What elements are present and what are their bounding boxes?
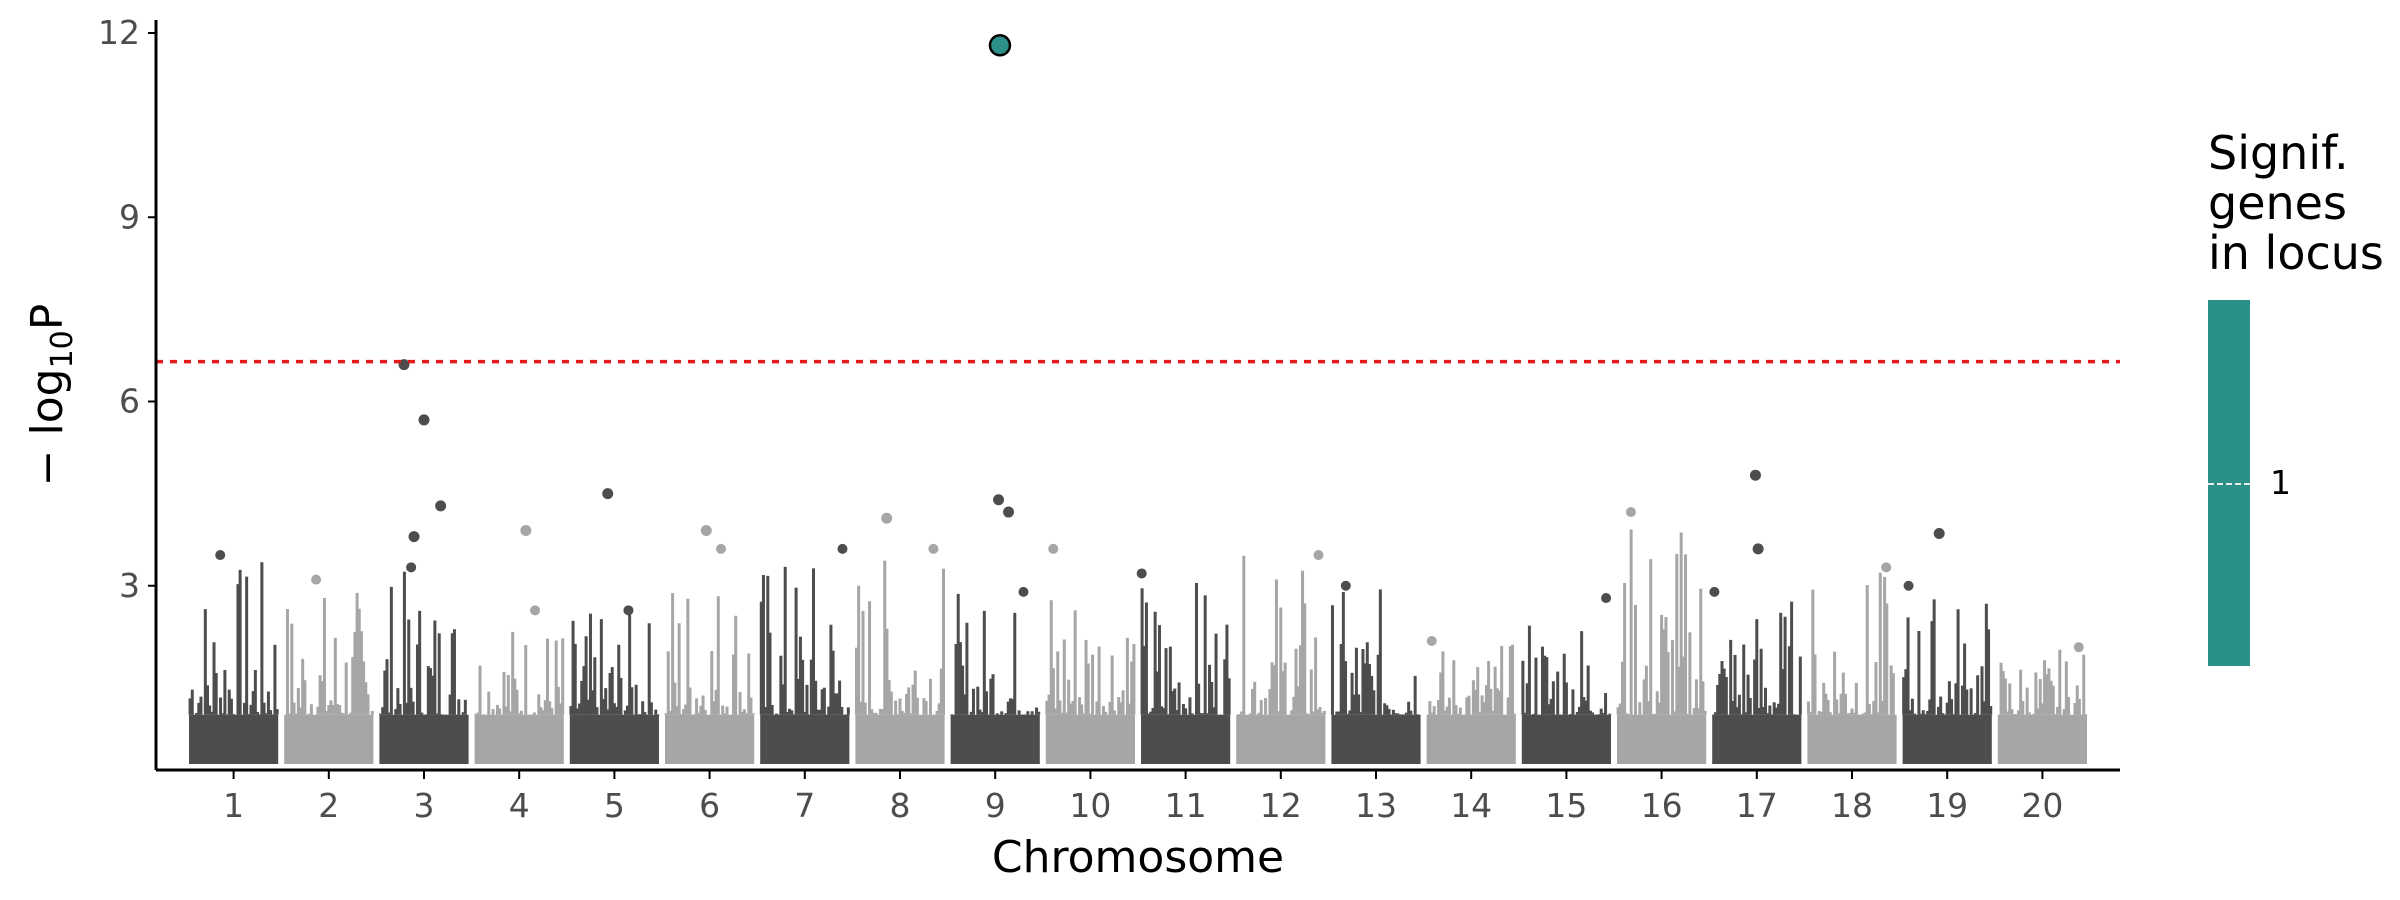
snp-point: [700, 524, 712, 536]
snp-point: [520, 524, 532, 536]
chromosome-band-18: [1807, 714, 1897, 764]
y-tick-label: 6: [119, 382, 140, 421]
x-tick-label: 13: [1355, 786, 1397, 825]
snp-point: [928, 543, 939, 554]
data-points: [188, 359, 2088, 715]
x-tick-label: 15: [1545, 786, 1587, 825]
chromosome-band-8: [855, 714, 945, 764]
snp-point: [1933, 528, 1945, 540]
x-tick-label: 1: [223, 786, 244, 825]
y-tick-label: 9: [119, 197, 140, 236]
chromosome-band-1: [189, 714, 279, 764]
chromosome-band-17: [1712, 714, 1802, 764]
snp-point: [1601, 593, 1612, 604]
y-axis-title-suffix: P: [22, 304, 73, 331]
snp-point: [623, 605, 634, 616]
snp-point: [1003, 506, 1015, 518]
chromosome-band-2: [284, 714, 374, 764]
x-tick-label: 9: [985, 786, 1006, 825]
snp-point: [1048, 543, 1059, 554]
x-axis-ticks: 1 2 3 4 5 6 7 8 9 10 11 12 13 14 15 16 17 18 19 20: [223, 770, 2063, 825]
snp-point: [408, 531, 420, 543]
x-tick-label: 12: [1260, 786, 1302, 825]
snp-point: [1752, 543, 1764, 555]
chromosome-bands: [189, 714, 2087, 764]
snp-point: [215, 550, 226, 561]
y-tick-label: 3: [119, 566, 140, 605]
snp-point: [1903, 580, 1914, 591]
chromosome-band-15: [1521, 714, 1611, 764]
chromosome-band-12: [1236, 714, 1326, 764]
snp-point: [406, 562, 417, 573]
x-tick-label: 17: [1736, 786, 1778, 825]
snp-point: [1709, 586, 1720, 597]
x-axis-title: Chromosome: [992, 832, 1284, 883]
snp-point: [530, 605, 541, 616]
snp-point: [1881, 562, 1892, 573]
chromosome-band-14: [1426, 714, 1516, 764]
chromosome-band-10: [1045, 714, 1135, 764]
snp-point: [602, 488, 614, 500]
snp-point: [1136, 568, 1147, 579]
chromosome-band-7: [760, 714, 850, 764]
snp-point: [881, 512, 893, 524]
x-tick-label: 16: [1641, 786, 1683, 825]
x-tick-label: 14: [1450, 786, 1492, 825]
x-tick-label: 10: [1069, 786, 1111, 825]
chromosome-band-19: [1902, 714, 1992, 764]
y-tick-label: 12: [98, 13, 140, 52]
highlighted-points: [988, 34, 1012, 57]
chromosome-band-6: [665, 714, 755, 764]
chromosome-band-4: [474, 714, 564, 764]
y-axis-title: − log10P: [22, 304, 80, 487]
chromosome-band-16: [1617, 714, 1707, 764]
x-tick-label: 18: [1831, 786, 1873, 825]
chromosome-band-13: [1331, 714, 1421, 764]
snp-point: [1625, 507, 1636, 518]
snp-point: [837, 543, 848, 554]
snp-point: [1018, 586, 1029, 597]
snp-point: [311, 574, 322, 585]
chromosome-band-11: [1141, 714, 1231, 764]
x-tick-label: 3: [414, 786, 435, 825]
x-tick-label: 19: [1926, 786, 1968, 825]
x-tick-label: 2: [318, 786, 339, 825]
x-tick-label: 8: [890, 786, 911, 825]
chromosome-band-3: [379, 714, 469, 764]
chromosome-band-20: [1997, 714, 2087, 764]
y-axis-title-prefix: − log: [22, 368, 73, 486]
x-tick-label: 5: [604, 786, 625, 825]
x-tick-label: 20: [2021, 786, 2063, 825]
x-tick-label: 7: [794, 786, 815, 825]
snp-point: [1749, 469, 1761, 481]
snp-point: [435, 500, 447, 512]
legend-title: Signif. genes in locus: [2208, 126, 2384, 280]
snp-point: [398, 359, 410, 371]
snp-point: [1340, 580, 1351, 591]
snp-point: [993, 494, 1005, 506]
significant-locus-point: [988, 34, 1012, 57]
snp-point: [418, 414, 430, 426]
y-axis-ticks: 3 6 9 12: [98, 13, 156, 605]
snp-point: [1426, 636, 1437, 647]
x-tick-label: 11: [1165, 786, 1207, 825]
x-tick-label: 6: [699, 786, 720, 825]
snp-point: [2073, 642, 2084, 653]
snp-point: [716, 543, 727, 554]
chromosome-band-9: [950, 714, 1040, 764]
snp-point: [1313, 550, 1324, 561]
x-tick-label: 4: [509, 786, 530, 825]
chromosome-band-5: [569, 714, 659, 764]
legend-label: 1: [2270, 463, 2291, 502]
y-axis-title-subscript: 10: [45, 330, 80, 368]
legend-tick-mark: [2208, 483, 2250, 485]
